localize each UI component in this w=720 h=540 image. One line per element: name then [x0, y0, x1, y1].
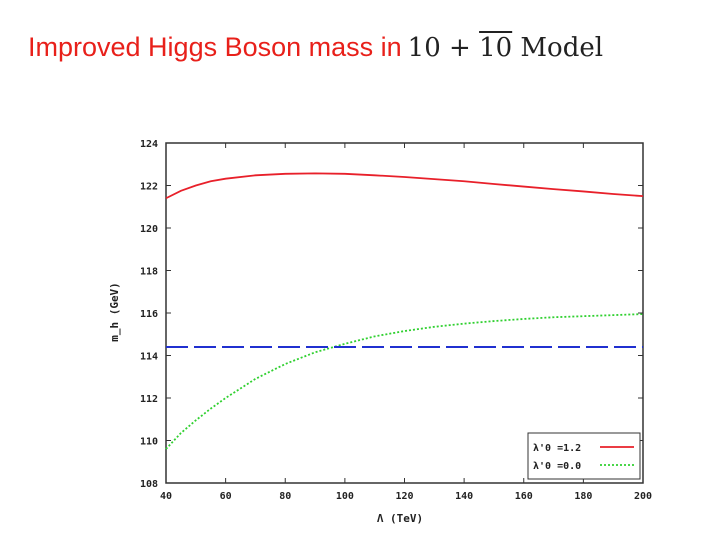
- title-math-overline: 10: [479, 33, 513, 63]
- legend-box: [527, 432, 641, 480]
- y-tick-label: 112: [140, 394, 158, 405]
- y-axis-label: m_h (GeV): [108, 282, 121, 342]
- x-tick-label: 180: [574, 491, 592, 502]
- x-tick-label: 100: [336, 491, 354, 502]
- title-math-model: Model: [512, 33, 604, 63]
- legend-label: λ'0 =1.2: [533, 443, 581, 454]
- x-tick-label: 200: [634, 491, 652, 502]
- y-tick-label: 118: [140, 267, 158, 278]
- series-line-lambda-1: [165, 313, 644, 450]
- title-math-a: 10 +: [407, 33, 480, 63]
- y-tick-label: 116: [140, 309, 158, 320]
- ticks: 40 60 80 100 120 140 160 180 200 108 110 112 114 116 1…: [140, 139, 652, 502]
- x-tick-label: 160: [515, 491, 533, 502]
- x-tick-label: 140: [455, 491, 473, 502]
- series-line-lambda-0: [165, 172, 644, 200]
- x-tick-label: 60: [220, 491, 232, 502]
- x-tick-label: 120: [395, 491, 413, 502]
- y-tick-label: 122: [140, 182, 158, 193]
- y-tick-label: 120: [140, 224, 158, 235]
- title-text: Improved Higgs Boson mass in: [28, 32, 402, 62]
- series-layer: [165, 172, 644, 450]
- y-tick-label: 124: [140, 139, 158, 150]
- slide-title: Improved Higgs Boson mass in 10 + 10 Mode…: [28, 32, 603, 63]
- legend-label: λ'0 =0.0: [533, 461, 581, 472]
- x-tick-label: 80: [279, 491, 291, 502]
- y-tick-label: 108: [140, 479, 158, 490]
- x-tick-label: 40: [160, 491, 172, 502]
- legend: λ'0 =1.2 λ'0 =0.0: [527, 432, 641, 480]
- plot-frame: [165, 142, 644, 484]
- x-axis-label: Λ (TeV): [377, 512, 423, 525]
- title-math: 10 + 10 Model: [408, 33, 603, 63]
- y-tick-label: 110: [140, 437, 158, 448]
- y-tick-label: 114: [140, 352, 158, 363]
